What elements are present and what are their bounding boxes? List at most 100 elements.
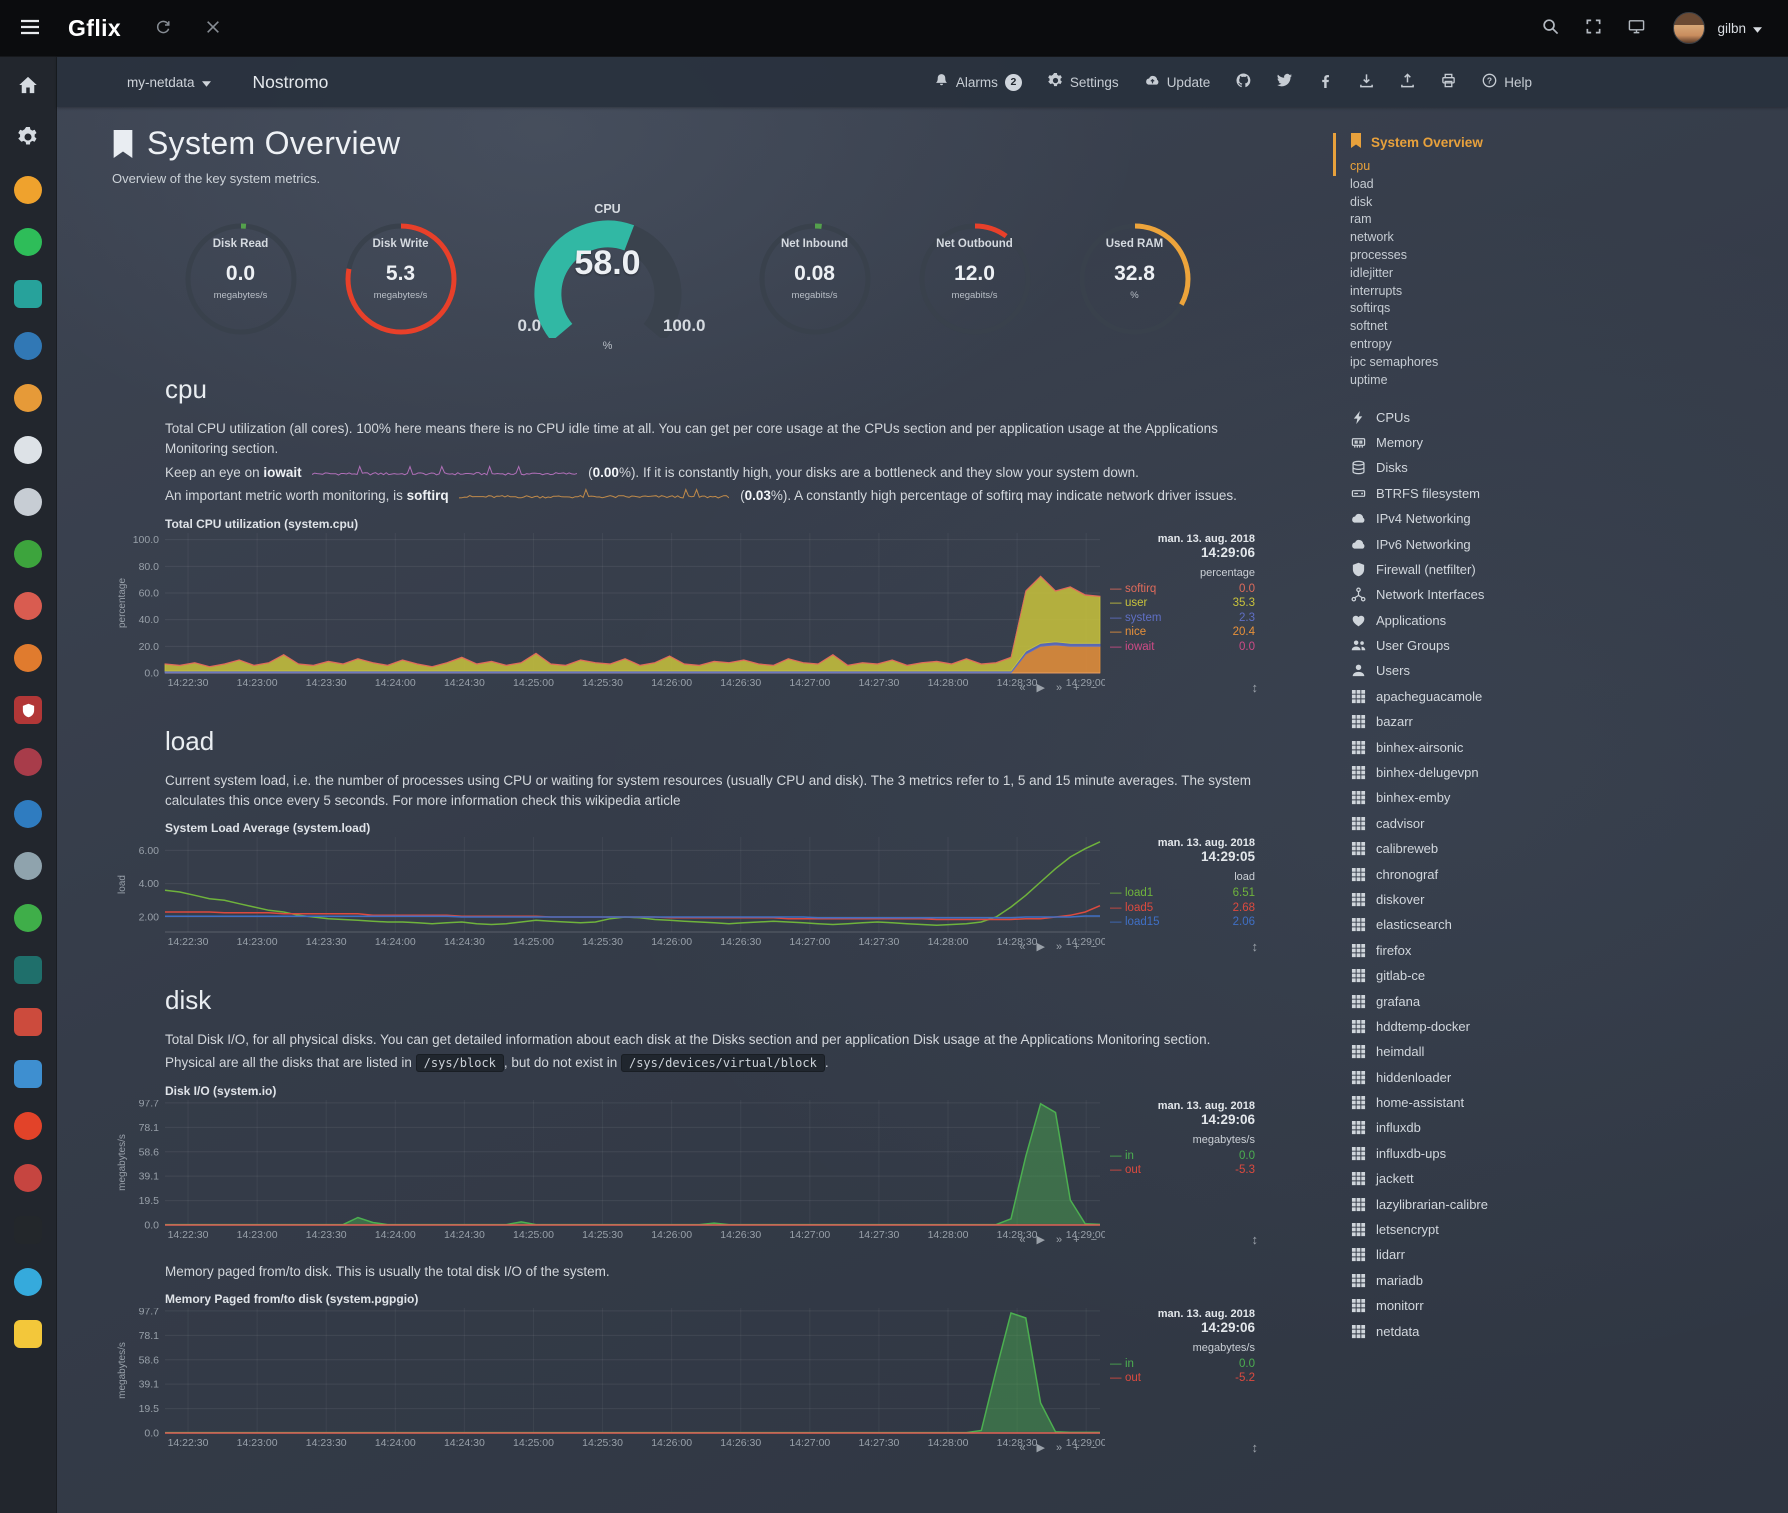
chart-plot[interactable]: 14:22:30 14:23:00 14:23:30 14:24:00 14:24:30… bbox=[115, 1097, 1107, 1248]
sidebar-app-red-graph[interactable] bbox=[11, 591, 45, 621]
chart-plot[interactable]: 14:22:30 14:23:00 14:23:30 14:24:00 14:24:30… bbox=[115, 532, 1107, 696]
nav-item-processes[interactable]: processes bbox=[1350, 247, 1407, 262]
sidebar-app-green-dark[interactable] bbox=[11, 539, 45, 569]
sidebar-app-maroon-circle[interactable] bbox=[11, 747, 45, 777]
legend-item-in[interactable]: — in 0.0 bbox=[1110, 1149, 1255, 1164]
nav-section-cpus[interactable]: CPUs bbox=[1350, 404, 1778, 429]
nav-section-user-groups[interactable]: User Groups bbox=[1350, 633, 1778, 658]
chart-zoom-in-button[interactable]: + bbox=[1073, 1441, 1080, 1454]
nav-app-mariadb[interactable]: mariadb bbox=[1350, 1268, 1778, 1293]
chart-resize-handle[interactable]: ↕ bbox=[1251, 939, 1259, 955]
sidebar-app-light-circle-1[interactable] bbox=[11, 435, 45, 465]
avatar[interactable] bbox=[1673, 12, 1706, 44]
sidebar-app-blue-drop[interactable] bbox=[11, 1267, 45, 1297]
update-button[interactable]: Update bbox=[1145, 73, 1210, 91]
nav-app-chronograf[interactable]: chronograf bbox=[1350, 861, 1778, 886]
nav-section-memory[interactable]: Memory bbox=[1350, 430, 1778, 455]
chart-pan-back-button[interactable]: « bbox=[1019, 681, 1026, 694]
load-chart[interactable]: System Load Average (system.load) 14:22:3… bbox=[115, 821, 1260, 955]
legend-item-out[interactable]: — out -5.2 bbox=[1110, 1371, 1255, 1386]
legend-item-out[interactable]: — out -5.3 bbox=[1110, 1163, 1255, 1178]
gauge-cpu[interactable]: CPU 58.0% 0.0 100.0 bbox=[502, 202, 714, 352]
nav-app-diskover[interactable]: diskover bbox=[1350, 887, 1778, 912]
sidebar-app-gitlab-fox[interactable] bbox=[11, 1111, 45, 1141]
chart-play-button[interactable]: ▶ bbox=[1036, 1233, 1045, 1246]
chart-zoom-in-button[interactable]: + bbox=[1073, 941, 1080, 954]
cpu-chart[interactable]: Total CPU utilization (system.cpu) 14:22:… bbox=[115, 517, 1260, 696]
twitter-button[interactable] bbox=[1277, 73, 1293, 91]
nav-item-network[interactable]: network bbox=[1350, 230, 1394, 245]
nav-section-network-interfaces[interactable]: Network Interfaces bbox=[1350, 582, 1778, 607]
close-tab-button[interactable] bbox=[205, 19, 221, 38]
nav-app-jackett[interactable]: jackett bbox=[1350, 1166, 1778, 1191]
chart-zoom-out-button[interactable]: − bbox=[1090, 1233, 1097, 1246]
legend-item-in[interactable]: — in 0.0 bbox=[1110, 1357, 1255, 1372]
nav-item-ipc-semaphores[interactable]: ipc semaphores bbox=[1350, 354, 1439, 369]
nav-item-entropy[interactable]: entropy bbox=[1350, 336, 1392, 351]
nav-app-influxdb[interactable]: influxdb bbox=[1350, 1115, 1778, 1140]
sidebar-app-green-u[interactable] bbox=[11, 903, 45, 933]
legend-item-user[interactable]: — user 35.3 bbox=[1110, 596, 1255, 611]
sidebar-app-dark-square[interactable] bbox=[11, 1215, 45, 1245]
legend-item-load5[interactable]: — load5 2.68 bbox=[1110, 901, 1255, 916]
sidebar-app-blue-cloud[interactable] bbox=[11, 799, 45, 829]
print-button[interactable] bbox=[1441, 73, 1456, 91]
chart-pan-back-button[interactable]: « bbox=[1019, 1441, 1026, 1454]
chart-zoom-in-button[interactable]: + bbox=[1073, 681, 1080, 694]
nav-item-uptime[interactable]: uptime bbox=[1350, 372, 1388, 387]
chart-play-button[interactable]: ▶ bbox=[1036, 941, 1045, 954]
chart-zoom-out-button[interactable]: − bbox=[1090, 941, 1097, 954]
legend-item-system[interactable]: — system 2.3 bbox=[1110, 611, 1255, 626]
sidebar-home[interactable] bbox=[11, 71, 45, 101]
search-button[interactable] bbox=[1542, 18, 1559, 38]
nav-app-hiddenloader[interactable]: hiddenloader bbox=[1350, 1065, 1778, 1090]
nav-item-disk[interactable]: disk bbox=[1350, 194, 1373, 209]
nav-app-gitlab-ce[interactable]: gitlab-ce bbox=[1350, 963, 1778, 988]
gauge-net-inbound[interactable]: Net Inbound 0.08 megabits/s bbox=[756, 212, 874, 344]
chart-pan-forward-button[interactable]: » bbox=[1056, 941, 1063, 954]
github-button[interactable] bbox=[1236, 73, 1251, 91]
nav-section-users[interactable]: Users bbox=[1350, 658, 1778, 683]
facebook-button[interactable] bbox=[1318, 73, 1333, 91]
nav-app-calibreweb[interactable]: calibreweb bbox=[1350, 836, 1778, 861]
legend-item-load1[interactable]: — load1 6.51 bbox=[1110, 886, 1255, 901]
sidebar-app-dark-teal[interactable] bbox=[11, 955, 45, 985]
chart-zoom-in-button[interactable]: + bbox=[1073, 1233, 1080, 1246]
nav-item-cpu[interactable]: cpu bbox=[1350, 159, 1371, 173]
nav-app-influxdb-ups[interactable]: influxdb-ups bbox=[1350, 1141, 1778, 1166]
user-menu[interactable]: gilbn bbox=[1717, 21, 1762, 36]
refresh-tab-button[interactable] bbox=[155, 19, 171, 38]
sidebar-app-green-circle[interactable] bbox=[11, 227, 45, 257]
nav-section-applications[interactable]: Applications bbox=[1350, 607, 1778, 632]
sidebar-app-amber-circle[interactable] bbox=[11, 383, 45, 413]
hostname[interactable]: Nostromo bbox=[252, 71, 329, 92]
chart-resize-handle[interactable]: ↕ bbox=[1251, 1231, 1259, 1247]
nav-app-hddtemp-docker[interactable]: hddtemp-docker bbox=[1350, 1014, 1778, 1039]
sidebar-app-red-arrow[interactable] bbox=[11, 1163, 45, 1193]
chart-play-button[interactable]: ▶ bbox=[1036, 1441, 1045, 1454]
nav-app-netdata[interactable]: netdata bbox=[1350, 1318, 1778, 1343]
nav-item-interrupts[interactable]: interrupts bbox=[1350, 283, 1403, 298]
nav-item-ram[interactable]: ram bbox=[1350, 212, 1372, 227]
nav-app-binhex-airsonic[interactable]: binhex-airsonic bbox=[1350, 734, 1778, 759]
server-dropdown[interactable]: my-netdata bbox=[127, 75, 211, 90]
gauge-disk-write[interactable]: Disk Write 5.3 megabytes/s bbox=[342, 212, 460, 344]
gauge-net-outbound[interactable]: Net Outbound 12.0 megabits/s bbox=[916, 212, 1034, 344]
nav-item-idlejitter[interactable]: idlejitter bbox=[1350, 265, 1394, 280]
nav-app-heimdall[interactable]: heimdall bbox=[1350, 1039, 1778, 1064]
nav-item-softirqs[interactable]: softirqs bbox=[1350, 301, 1391, 316]
chart-play-button[interactable]: ▶ bbox=[1036, 681, 1045, 694]
nav-app-home-assistant[interactable]: home-assistant bbox=[1350, 1090, 1778, 1115]
nav-section-btrfs-filesystem[interactable]: BTRFS filesystem bbox=[1350, 481, 1778, 506]
memory-paged-chart[interactable]: Memory Paged from/to disk (system.pgpgio… bbox=[115, 1292, 1260, 1456]
nav-system-overview[interactable]: System Overview bbox=[1350, 133, 1778, 151]
nav-app-cadvisor[interactable]: cadvisor bbox=[1350, 811, 1778, 836]
chart-zoom-out-button[interactable]: − bbox=[1090, 681, 1097, 694]
chart-zoom-out-button[interactable]: − bbox=[1090, 1441, 1097, 1454]
nav-section-disks[interactable]: Disks bbox=[1350, 455, 1778, 480]
sidebar-app-orange-circle[interactable] bbox=[11, 175, 45, 205]
legend-item-iowait[interactable]: — iowait 0.0 bbox=[1110, 640, 1255, 655]
sidebar-app-red-bars[interactable] bbox=[11, 1007, 45, 1037]
chart-pan-back-button[interactable]: « bbox=[1019, 1233, 1026, 1246]
nav-app-elasticsearch[interactable]: elasticsearch bbox=[1350, 912, 1778, 937]
